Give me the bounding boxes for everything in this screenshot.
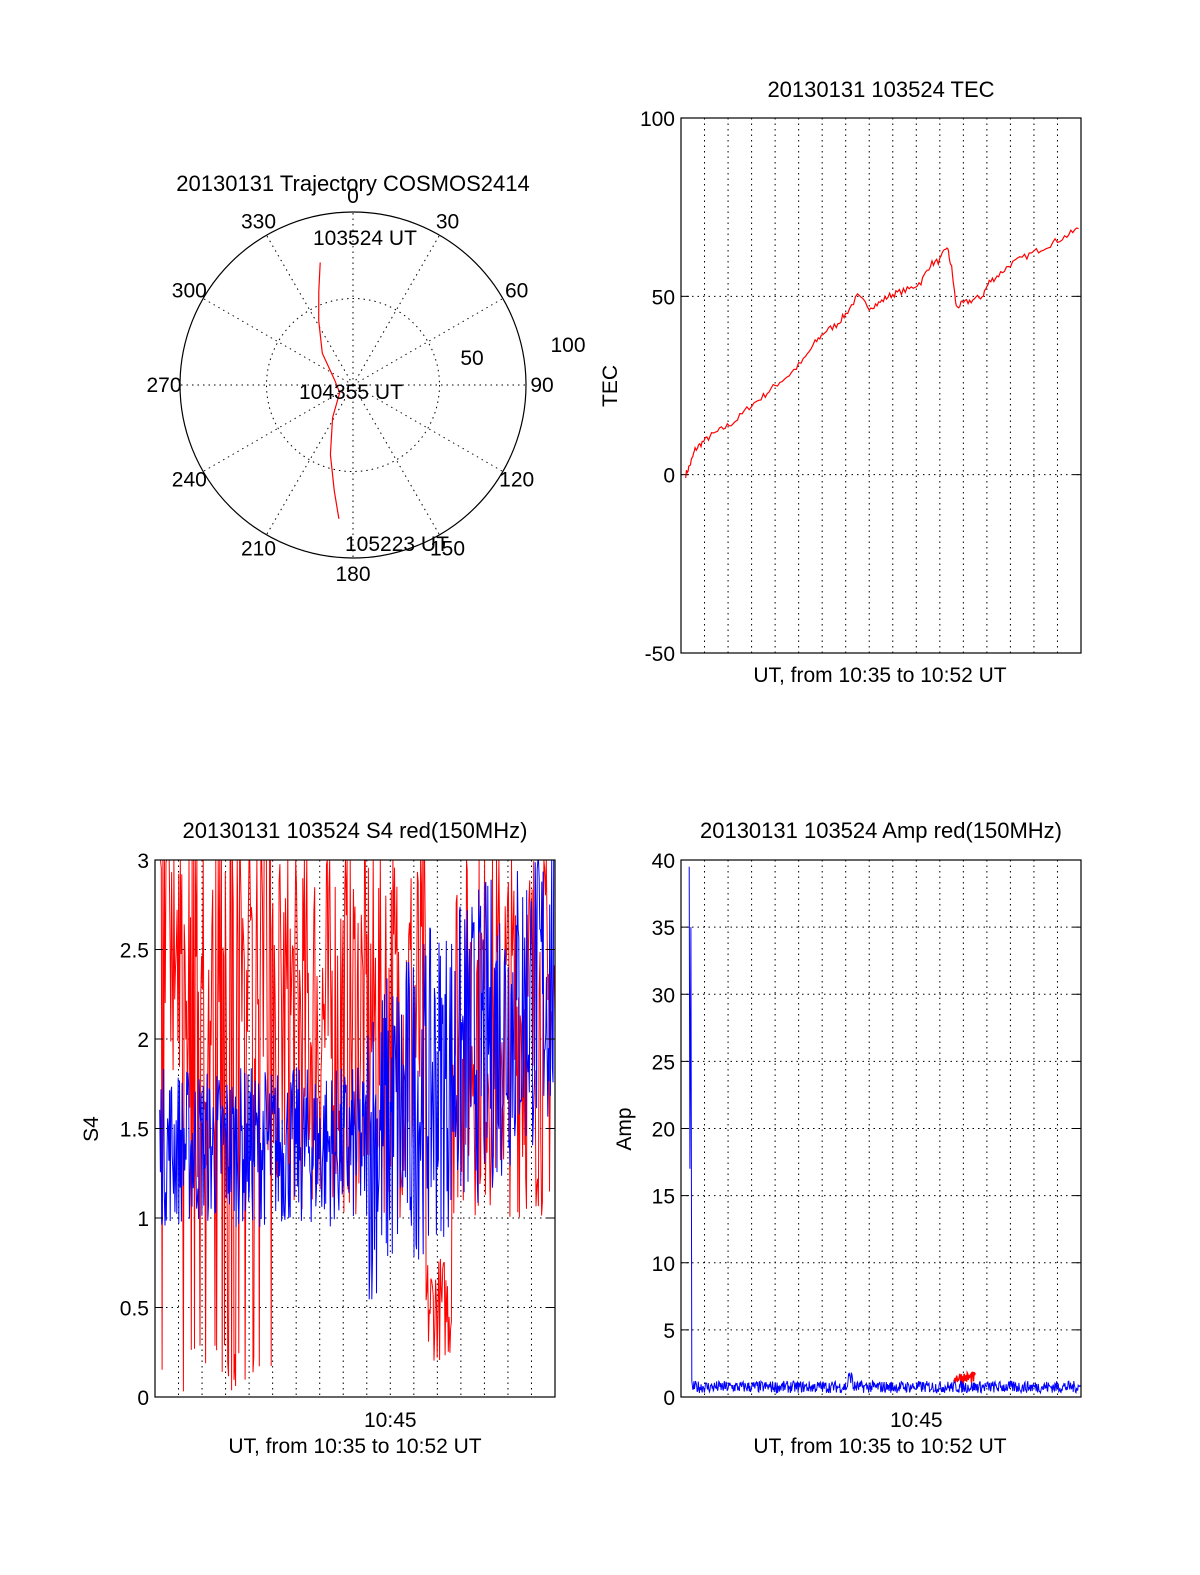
- amp-grid: [681, 860, 1081, 1397]
- amp-series: [688, 866, 1082, 1395]
- polar-azimuth-label: 330: [241, 210, 276, 233]
- s4-series: [159, 859, 556, 1392]
- polar-azimuth-label: 210: [241, 538, 276, 561]
- trajectory-start-label: 103524 UT: [313, 227, 417, 250]
- polar-ring-50: [266, 298, 440, 472]
- polar-grid: [180, 212, 526, 558]
- x-tick-label: 10:45: [364, 1409, 417, 1432]
- s4-x-ticks: 10:45: [364, 1409, 417, 1432]
- y-tick-label: 2: [137, 1029, 149, 1052]
- tec-plot-frame: [680, 117, 1082, 654]
- s4-blue-series: [159, 859, 555, 1300]
- polar-azimuth-label: 120: [499, 469, 534, 492]
- s4-y-ticks: 0 0.5 1 1.5 2 2.5 3: [120, 850, 555, 1410]
- polar-azimuth-label: 240: [172, 469, 207, 492]
- polar-radial-label-100: 100: [550, 334, 585, 357]
- y-tick-label: 100: [640, 108, 675, 131]
- s4-x-label: UT, from 10:35 to 10:52 UT: [228, 1435, 481, 1458]
- amp-x-label: UT, from 10:35 to 10:52 UT: [753, 1435, 1006, 1458]
- amp-y-ticks: 0 5 10 15 20 25 30 35 40: [652, 850, 1081, 1410]
- polar-radial-label-50: 50: [460, 347, 483, 370]
- polar-azimuth-label: 270: [146, 374, 181, 397]
- y-tick-label: 25: [652, 1051, 675, 1074]
- polar-spoke: [202, 298, 354, 386]
- y-tick-label: 30: [652, 984, 675, 1007]
- polar-azimuth-label: 30: [436, 210, 459, 233]
- polar-azimuth-label: 150: [430, 538, 465, 561]
- y-tick-label: 3: [137, 850, 149, 873]
- amp-red-series: [953, 1370, 976, 1385]
- polar-panel: 20130131 Trajectory COSMOS2414 0 30 60 90 12…: [146, 171, 585, 586]
- s4-y-label: S4: [80, 1116, 103, 1142]
- tec-y-ticks: -50 0 50 100: [640, 108, 1081, 666]
- polar-title: 20130131 Trajectory COSMOS2414: [176, 171, 529, 196]
- y-tick-label: 1: [137, 1208, 149, 1231]
- y-tick-label: 50: [652, 286, 675, 309]
- trajectory-line: [318, 262, 341, 519]
- trajectory-mid-label: 104355 UT: [299, 381, 403, 404]
- y-tick-label: 10: [652, 1253, 675, 1276]
- amp-blue-series: [688, 866, 1082, 1395]
- y-tick-label: 1.5: [120, 1119, 149, 1142]
- polar-spoke: [352, 384, 504, 472]
- y-tick-label: 0: [663, 1387, 675, 1410]
- s4-title: 20130131 103524 S4 red(150MHz): [183, 818, 528, 843]
- y-tick-label: -50: [645, 643, 675, 666]
- s4-red-series: [159, 859, 556, 1392]
- polar-spoke: [352, 384, 440, 536]
- amp-x-ticks: 10:45: [890, 1409, 943, 1432]
- tec-title: 20130131 103524 TEC: [767, 77, 994, 102]
- y-tick-label: 20: [652, 1119, 675, 1142]
- polar-azimuth-label: 90: [530, 374, 553, 397]
- y-tick-label: 0.5: [120, 1298, 149, 1321]
- amp-title: 20130131 103524 Amp red(150MHz): [700, 818, 1062, 843]
- y-tick-label: 15: [652, 1186, 675, 1209]
- amp-y-label: Amp: [613, 1107, 636, 1150]
- polar-spoke: [202, 384, 354, 472]
- tec-grid: [681, 118, 1081, 653]
- tec-panel: 20130131 103524 TEC -50 0 50 100 TEC UT, fr…: [599, 77, 1082, 687]
- polar-spoke: [352, 298, 504, 386]
- y-tick-label: 5: [663, 1320, 675, 1343]
- polar-spoke: [266, 234, 354, 386]
- y-tick-label: 35: [652, 917, 675, 940]
- polar-azimuth-label: 300: [172, 280, 207, 303]
- tec-y-label: TEC: [599, 365, 622, 407]
- y-tick-label: 0: [663, 465, 675, 488]
- polar-azimuth-label: 180: [335, 563, 370, 586]
- amp-plot-frame: [680, 859, 1082, 1398]
- polar-spoke: [352, 234, 440, 386]
- polar-azimuth-label: 60: [505, 280, 528, 303]
- amp-panel: 20130131 103524 Amp red(150MHz) 0 5 10 15 20…: [613, 818, 1082, 1458]
- s4-panel: 20130131 103524 S4 red(150MHz) 0 0.5 1 1.5 2…: [80, 818, 556, 1458]
- tec-series-line: [685, 227, 1079, 478]
- tec-x-label: UT, from 10:35 to 10:52 UT: [753, 664, 1006, 687]
- y-tick-label: 40: [652, 850, 675, 873]
- x-tick-label: 10:45: [890, 1409, 943, 1432]
- polar-azimuth-labels: 0 30 60 90 120 150 180 210 240 270 300 330: [146, 185, 553, 586]
- polar-spoke: [266, 384, 354, 536]
- polar-azimuth-label: 0: [347, 185, 359, 208]
- y-tick-label: 2.5: [120, 940, 149, 963]
- polar-outer-circle: [179, 211, 527, 559]
- trajectory-end-label: 105223 UT: [345, 533, 449, 556]
- y-tick-label: 0: [137, 1387, 149, 1410]
